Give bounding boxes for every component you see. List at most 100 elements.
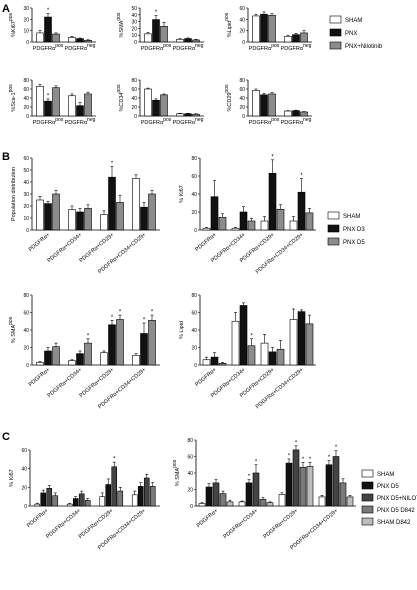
y-tick-label: 40 (239, 96, 245, 102)
significance-star: * (300, 173, 303, 179)
y-tick-label: 40 (23, 96, 29, 102)
significance-star: * (111, 315, 114, 321)
x-tick-label: PDGFRα+ (194, 232, 218, 253)
bar (299, 466, 307, 507)
bar (76, 211, 84, 231)
x-tick-label: PDGFRα+ (194, 367, 218, 388)
legend-swatch (329, 15, 342, 24)
x-tick-label: PDGFRα+CD29+ (78, 508, 115, 540)
x-tick-label: PDGFRαneg (65, 117, 96, 126)
chart-10: 0 20 40 60 % Ki67 PDGFRα+PDGFRα+CD34+PDGFRα+C… (9, 448, 160, 551)
bar (210, 356, 219, 366)
bar (289, 220, 298, 231)
x-tick-label: PDGFRαneg (65, 43, 96, 52)
bar (305, 212, 314, 231)
x-tick-label: PDGFRαpos (141, 117, 172, 126)
bar (260, 94, 268, 117)
x-tick-label: PDGFRαneg (173, 117, 204, 126)
y-tick-label: 0 (242, 40, 245, 46)
bar (52, 346, 60, 366)
bar (284, 36, 292, 43)
bar (332, 456, 340, 507)
bar (268, 93, 276, 117)
legend-label: SHAM D842 (377, 520, 411, 526)
y-tick-label: 0 (194, 228, 197, 234)
y-tick-label: 20 (23, 17, 29, 23)
bar (131, 494, 138, 507)
chart-3: 0 20 40 60 80 %Sca-1pos PDGFRαpos * PDGFRαneg (8, 78, 96, 126)
bar (300, 111, 308, 117)
bar (100, 214, 108, 231)
y-axis-label: %Ki67pos (8, 13, 17, 37)
bar (285, 462, 293, 507)
bar (137, 486, 144, 507)
x-tick-label: PDGFRα+CD34+ (45, 508, 82, 540)
y-tick-label: 60 (191, 174, 197, 180)
bar (84, 208, 92, 231)
y-tick-label: 80 (187, 438, 193, 444)
y-tick-label: 10 (23, 29, 29, 35)
y-tick-label: 50 (23, 168, 29, 174)
legend-label: PNX+Nilotinib (345, 44, 383, 50)
y-axis-label: %Sca-1pos (8, 84, 17, 112)
significance-star: * (151, 310, 154, 316)
legend-label: SHAM (377, 472, 394, 478)
bar (140, 206, 148, 231)
legend-label: PNX D5+NILOTINIB (377, 496, 417, 502)
bar (231, 320, 240, 366)
bar (297, 311, 306, 366)
bar (260, 342, 269, 366)
y-tick-label: 30 (131, 20, 137, 26)
bar (68, 209, 76, 231)
bar (36, 86, 44, 117)
bar (268, 351, 277, 366)
bar (219, 493, 227, 507)
bar (72, 498, 79, 507)
bar (148, 193, 156, 231)
bar (144, 88, 152, 117)
y-tick-label: 60 (239, 87, 245, 93)
bar (210, 196, 219, 231)
y-axis-label: % Ki67 (9, 469, 15, 486)
y-tick-label: 40 (239, 17, 245, 23)
x-tick-label: PDGFRα+ (196, 508, 220, 529)
significance-star: * (335, 445, 338, 451)
y-tick-label: 40 (21, 467, 27, 473)
significance-star: * (87, 333, 90, 339)
significance-star: * (309, 457, 312, 463)
panel-label-b: B (2, 151, 10, 163)
panel-label-c: C (2, 431, 10, 443)
y-axis-label: %Lipidpos (224, 12, 233, 37)
bar (148, 320, 156, 366)
bar (76, 105, 84, 117)
bar (278, 494, 286, 507)
bar (226, 501, 234, 507)
bar (184, 113, 192, 117)
bar (339, 482, 347, 507)
y-tick-label: 40 (131, 96, 137, 102)
y-axis-label: % Lipid (179, 321, 185, 339)
y-tick-label: 60 (21, 448, 27, 454)
bar (238, 501, 246, 507)
x-tick-label: PDGFRαpos (33, 43, 64, 52)
bar (247, 345, 256, 366)
bar (68, 360, 76, 366)
bar (284, 110, 292, 117)
legend-swatch (361, 505, 374, 514)
bar (160, 94, 168, 117)
legend-label: PNX D3 (343, 227, 365, 233)
y-tick-label: 40 (23, 180, 29, 186)
bar (105, 484, 112, 507)
y-tick-label: 0 (194, 363, 197, 369)
significance-star: * (288, 453, 291, 459)
bar (84, 39, 92, 43)
bar (36, 199, 44, 231)
bar (239, 211, 248, 231)
significance-star: * (155, 10, 158, 16)
bar (300, 32, 308, 43)
y-tick-label: 60 (23, 156, 29, 162)
significance-star: * (250, 333, 253, 339)
